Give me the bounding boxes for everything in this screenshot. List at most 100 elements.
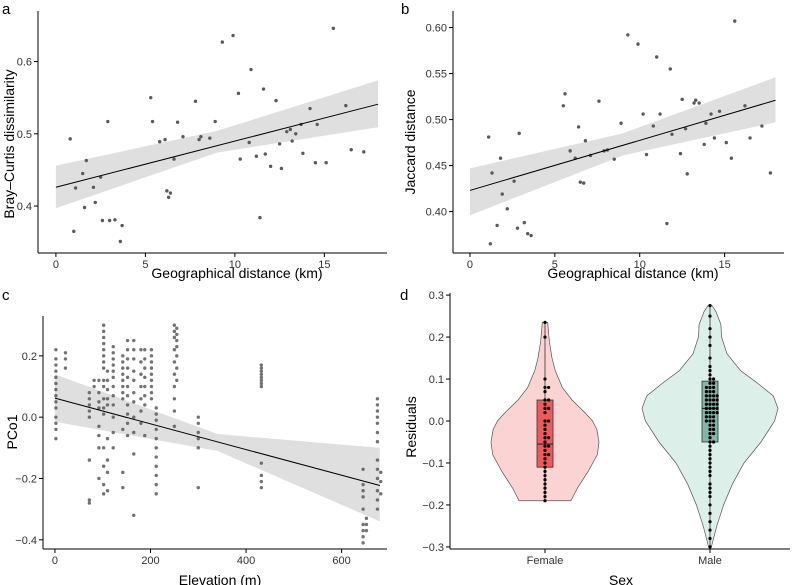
c-data-point: [364, 516, 369, 521]
a-data-point: [91, 185, 96, 189]
female-data-point: [543, 494, 547, 499]
c-data-point: [175, 344, 179, 349]
c-data-point: [54, 427, 58, 432]
c-data-point: [172, 372, 177, 376]
a-data-point: [82, 205, 87, 210]
male-data-point: [708, 343, 712, 348]
c-data-point: [87, 397, 92, 401]
a-data-point: [100, 218, 105, 223]
female-data-point: [543, 423, 547, 427]
a-data-point: [236, 91, 241, 96]
c-data-point: [121, 354, 125, 358]
female-data-point: [543, 461, 547, 465]
a-data-point: [349, 147, 353, 152]
d-ytick-label: 0.0: [429, 416, 444, 428]
b-data-point: [597, 99, 601, 103]
male-data-point: [708, 482, 712, 486]
b-data-point: [576, 125, 581, 129]
c-data-point: [172, 424, 177, 429]
b-data-point: [658, 112, 662, 116]
c-xtick-label: 200: [141, 555, 159, 567]
c-data-point: [361, 482, 365, 487]
male-data-point: [708, 427, 712, 431]
c-data-point: [375, 397, 380, 401]
female-data-point: [547, 436, 551, 440]
panel-d-ylabel: Residuals: [403, 396, 419, 457]
c-data-point: [259, 363, 264, 367]
b-data-point: [733, 19, 737, 23]
c-data-point: [375, 489, 380, 493]
c-data-point: [154, 455, 158, 459]
male-data-point: [708, 436, 712, 440]
c-data-point: [375, 409, 380, 413]
a-data-point: [197, 137, 201, 142]
male-data-point: [708, 303, 712, 308]
male-data-point: [708, 444, 712, 448]
c-data-point: [364, 528, 369, 533]
b-data-point: [654, 55, 659, 59]
c-data-point: [259, 479, 264, 484]
female-data-point: [543, 390, 547, 394]
male-data-point: [708, 511, 712, 515]
a-data-point: [181, 134, 185, 139]
a-data-point: [120, 223, 124, 228]
female-data-point: [543, 457, 547, 461]
c-data-point: [111, 403, 115, 407]
female-data-point: [547, 406, 551, 411]
c-data-point: [361, 495, 365, 499]
b-data-point: [651, 124, 655, 128]
c-data-point: [54, 381, 58, 386]
c-data-point: [101, 412, 106, 416]
c-data-point: [87, 403, 92, 407]
a-data-point: [113, 218, 117, 222]
c-data-point: [54, 348, 58, 352]
c-ytick-label: −0.2: [15, 473, 37, 485]
c-data-point: [132, 369, 136, 373]
male-data-point: [708, 381, 712, 385]
c-data-point: [87, 390, 92, 395]
c-data-point: [97, 424, 101, 429]
male-data-point: [708, 390, 712, 394]
c-data-point: [63, 357, 68, 361]
a-data-point: [263, 152, 267, 156]
female-data-point: [547, 452, 551, 457]
b-data-point: [563, 92, 567, 96]
c-data-point: [132, 400, 136, 404]
c-data-point: [125, 375, 130, 380]
male-data-point: [712, 381, 716, 385]
panel-a-plot: [55, 26, 379, 244]
male-data-point: [704, 411, 709, 415]
c-data-point: [111, 357, 115, 361]
male-data-point: [712, 411, 716, 415]
c-data-point: [111, 375, 115, 380]
b-data-point: [529, 233, 533, 238]
b-data-point: [512, 179, 516, 183]
c-data-point: [172, 323, 177, 327]
c-data-point: [154, 418, 158, 422]
panel-d-xlabel: Sex: [609, 572, 633, 585]
male-data-point: [708, 402, 712, 406]
a-data-point: [166, 195, 171, 200]
b-data-point: [712, 136, 717, 140]
d-ytick-label: 0.2: [429, 332, 444, 344]
a-data-point: [213, 119, 217, 124]
female-data-point: [543, 377, 547, 381]
a-ytick-label: 0.6: [17, 57, 32, 69]
a-xtick-label: 10: [229, 259, 241, 271]
male-data-point: [708, 465, 712, 469]
c-data-point: [105, 387, 110, 392]
female-data-point: [543, 427, 547, 431]
a-data-point: [168, 191, 173, 195]
c-data-point: [87, 458, 92, 462]
male-data-point: [708, 486, 712, 490]
a-data-point: [279, 166, 284, 171]
panel-a: a 0.4 0.5 0.6 0 5 10 15 Geographical distance …: [1, 1, 387, 281]
c-data-point: [259, 378, 264, 383]
male-data-point: [712, 390, 716, 394]
c-data-point: [101, 348, 106, 352]
a-data-point: [301, 151, 305, 156]
male-data-point: [708, 461, 712, 465]
c-data-point: [97, 433, 101, 438]
c-data-point: [364, 522, 369, 527]
